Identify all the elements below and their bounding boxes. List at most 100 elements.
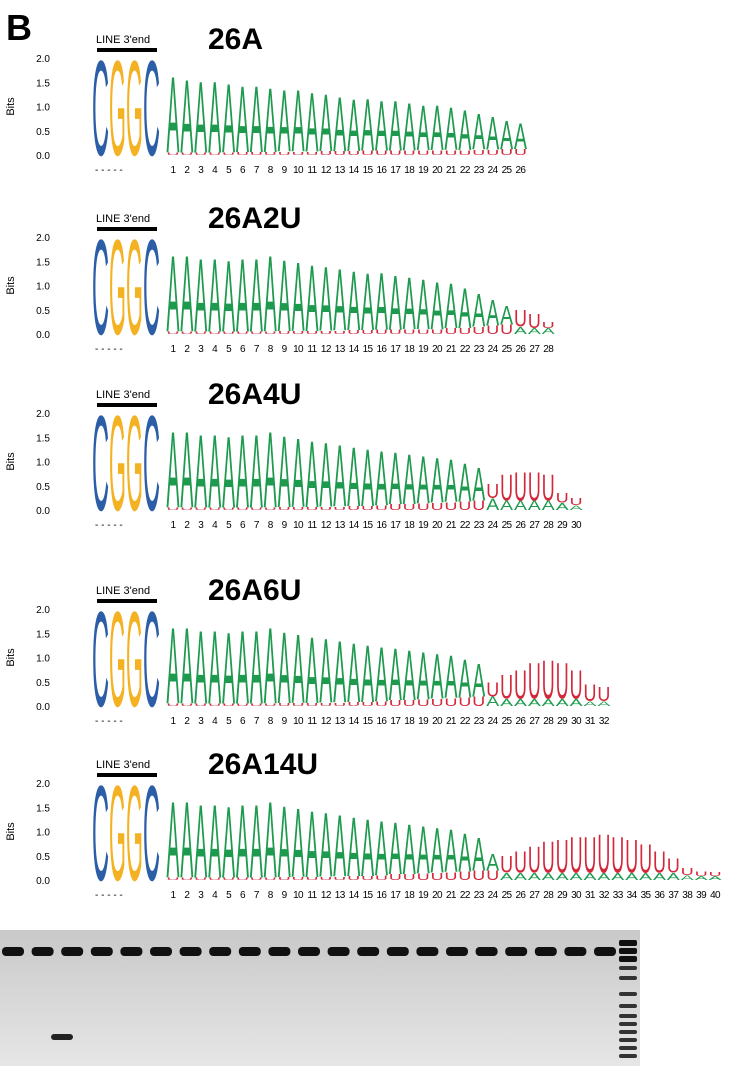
logo-letter: U bbox=[542, 468, 555, 509]
gel-band bbox=[51, 1034, 73, 1040]
logo-letter: U bbox=[625, 830, 638, 883]
x-tick-label: 20 bbox=[432, 165, 443, 176]
gel-band bbox=[268, 947, 290, 956]
gel-band bbox=[298, 947, 320, 956]
logo-letter: A bbox=[264, 233, 277, 356]
chart-title: 26A4U bbox=[208, 378, 301, 411]
logo-letter: A bbox=[445, 271, 458, 343]
x-tick-label: 23 bbox=[474, 890, 485, 901]
logo-letter: A bbox=[292, 616, 305, 726]
logo-letter: U bbox=[570, 827, 583, 884]
logo-letter: U bbox=[542, 835, 555, 883]
logo-letter: A bbox=[222, 416, 235, 530]
logo-letter: A bbox=[417, 812, 430, 888]
ladder-band bbox=[619, 1030, 637, 1034]
logo-letter: A bbox=[278, 785, 291, 899]
logo-letter: U bbox=[542, 321, 555, 330]
logo-letter: A bbox=[319, 795, 332, 897]
x-tick-label: 21 bbox=[446, 165, 457, 176]
gel-band bbox=[120, 947, 142, 956]
prefix-letter: G bbox=[126, 32, 143, 184]
prefix-letter: G bbox=[109, 387, 126, 539]
prefix-label: - - - - - bbox=[95, 344, 123, 355]
logo-letter: A bbox=[167, 233, 180, 356]
logo-letter: A bbox=[500, 300, 513, 330]
y-tick-label: 1.5 bbox=[36, 629, 50, 640]
x-tick-label: 19 bbox=[418, 165, 429, 176]
x-tick-label: 21 bbox=[446, 520, 457, 531]
logo-letter: A bbox=[361, 84, 374, 167]
logo-letter: U bbox=[681, 867, 694, 878]
x-tick-label: 29 bbox=[557, 890, 568, 901]
x-tick-label: 24 bbox=[488, 890, 499, 901]
x-tick-label: 20 bbox=[432, 344, 443, 355]
prefix-label: - - - - - bbox=[95, 520, 123, 531]
logo-letter: U bbox=[556, 830, 569, 883]
logo-letter: U bbox=[528, 311, 541, 333]
logo-letter: U bbox=[542, 649, 555, 711]
y-tick-label: 0.5 bbox=[36, 852, 50, 863]
logo-letter: A bbox=[167, 779, 180, 902]
logo-letter: A bbox=[431, 446, 444, 518]
logo-letter: A bbox=[222, 786, 235, 900]
logo-letter: A bbox=[347, 626, 360, 721]
y-tick-label: 0.0 bbox=[36, 702, 50, 713]
logo-letter: A bbox=[264, 779, 277, 902]
logo-letter: A bbox=[208, 610, 221, 727]
gel-band bbox=[416, 947, 438, 956]
logo-letter: A bbox=[167, 54, 180, 177]
ladder-band bbox=[619, 956, 637, 962]
logo-letter: A bbox=[389, 88, 402, 167]
logo-letter: A bbox=[445, 817, 458, 886]
logo-letter: A bbox=[208, 784, 221, 901]
logo-letter: A bbox=[431, 93, 444, 165]
x-tick-label: 23 bbox=[474, 165, 485, 176]
logo-letter: A bbox=[361, 802, 374, 894]
y-tick-label: 2.0 bbox=[36, 54, 50, 65]
logo-letter: U bbox=[570, 662, 583, 707]
x-tick-label: 34 bbox=[627, 890, 638, 901]
logo-letter: A bbox=[278, 415, 291, 529]
x-tick-label: 22 bbox=[460, 890, 471, 901]
x-tick-label: 23 bbox=[474, 344, 485, 355]
logo-letter: A bbox=[180, 779, 193, 902]
logo-letter: A bbox=[333, 796, 346, 895]
x-tick-label: 26 bbox=[515, 344, 526, 355]
x-tick-label: 22 bbox=[460, 520, 471, 531]
logo-letter: A bbox=[306, 421, 319, 528]
x-tick-label: 24 bbox=[488, 520, 499, 531]
x-tick-label: 37 bbox=[668, 890, 679, 901]
x-tick-label: 24 bbox=[488, 344, 499, 355]
prefix-letter: C bbox=[143, 211, 160, 363]
x-tick-label: 32 bbox=[599, 890, 610, 901]
logo-letter: A bbox=[347, 84, 360, 167]
x-tick-label: 28 bbox=[543, 716, 554, 727]
y-axis-label: Bits bbox=[5, 822, 17, 841]
logo-letter: A bbox=[389, 437, 402, 520]
logo-letter: A bbox=[403, 637, 416, 716]
prefix-letter: C bbox=[92, 583, 109, 735]
logo-letter: U bbox=[528, 841, 541, 882]
gel-band bbox=[594, 947, 616, 956]
x-tick-label: 18 bbox=[404, 890, 415, 901]
ladder-band bbox=[619, 992, 637, 996]
logo-letter: A bbox=[472, 653, 485, 707]
ladder-band bbox=[619, 966, 637, 970]
gel-band bbox=[328, 947, 350, 956]
gel-band bbox=[387, 947, 409, 956]
prefix-letter: C bbox=[143, 32, 160, 184]
ladder-band bbox=[619, 1054, 637, 1058]
logo-letter: A bbox=[250, 238, 263, 355]
chart-title: 26A bbox=[208, 23, 263, 56]
gel-band bbox=[476, 947, 498, 956]
logo-letter: A bbox=[194, 238, 207, 355]
logo-letter: U bbox=[528, 464, 541, 509]
logo-letter: A bbox=[208, 238, 221, 355]
gel-band bbox=[209, 947, 231, 956]
y-tick-label: 2.0 bbox=[36, 605, 50, 616]
logo-letter: U bbox=[556, 653, 569, 710]
logo-letter: A bbox=[458, 99, 471, 163]
logo-letter: U bbox=[486, 481, 499, 503]
x-tick-label: 20 bbox=[432, 890, 443, 901]
logo-letter: U bbox=[667, 856, 680, 878]
